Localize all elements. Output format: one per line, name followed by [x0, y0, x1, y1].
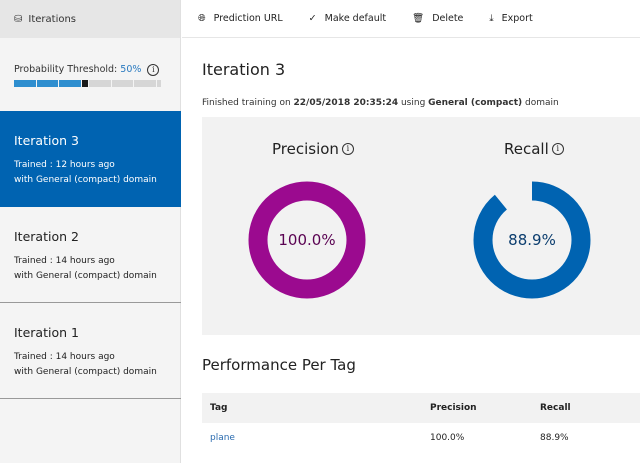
- iterations-label: Iterations: [28, 13, 77, 25]
- cell-precision: 100.0%: [430, 433, 465, 443]
- download-icon: ⤓: [489, 13, 494, 24]
- fin-prefix: Finished training on: [202, 98, 294, 108]
- fin-mid: using: [398, 98, 429, 108]
- fin-suffix: domain: [522, 98, 559, 108]
- iteration-item-1[interactable]: Iteration 1 Trained : 14 hours ago with …: [0, 303, 181, 399]
- precision-heading: Precision i: [272, 140, 354, 158]
- make-default-label: Make default: [324, 13, 387, 24]
- recall-heading: Recall i: [504, 140, 564, 158]
- toolbar: 🌐︎ Prediction URL ✓ Make default 🗑︎ Delete …: [182, 0, 640, 38]
- fin-date: 22/05/2018 20:35:24: [293, 98, 399, 108]
- iteration-domain: with General (compact) domain: [14, 175, 157, 185]
- export-label: Export: [501, 13, 533, 24]
- iterations-header[interactable]: ⛁ Iterations: [0, 0, 180, 38]
- tag-link[interactable]: plane: [210, 433, 235, 443]
- table-header: Tag Precision Recall: [202, 393, 640, 423]
- table-row: plane 100.0% 88.9%: [202, 423, 640, 453]
- iteration-domain: with General (compact) domain: [14, 367, 157, 377]
- delete-label: Delete: [432, 13, 464, 24]
- metrics-card: Precision i 100.0% Recall i 88.9%: [202, 117, 640, 335]
- cell-recall: 88.9%: [540, 433, 569, 443]
- recall-label: Recall: [504, 140, 549, 158]
- recall-arc: [473, 181, 591, 299]
- col-tag: Tag: [202, 393, 422, 423]
- precision-donut: 100.0%: [248, 181, 366, 299]
- threshold-label: Probability Threshold:: [14, 64, 118, 75]
- probability-threshold: Probability Threshold: 50% i: [14, 64, 160, 76]
- precision-arc: [248, 181, 366, 299]
- iterations-icon: ⛁: [14, 13, 23, 25]
- iteration-item-2[interactable]: Iteration 2 Trained : 14 hours ago with …: [0, 207, 181, 303]
- sidebar: ⛁ Iterations Probability Threshold: 50% …: [0, 0, 181, 463]
- page-title: Iteration 3: [202, 60, 286, 79]
- prediction-url-label: Prediction URL: [213, 13, 283, 24]
- iteration-title: Iteration 3: [14, 133, 79, 148]
- threshold-value: 50%: [120, 64, 142, 75]
- performance-table: Tag Precision Recall plane 100.0% 88.9%: [202, 393, 640, 453]
- info-icon[interactable]: i: [147, 64, 160, 76]
- performance-per-tag-heading: Performance Per Tag: [202, 356, 356, 374]
- trash-icon: 🗑︎: [412, 13, 425, 24]
- col-precision: Precision: [422, 393, 532, 423]
- precision-value: 100.0%: [278, 231, 335, 249]
- info-icon[interactable]: i: [341, 143, 354, 155]
- iteration-trained: Trained : 14 hours ago: [14, 352, 115, 362]
- iteration-domain: with General (compact) domain: [14, 271, 157, 281]
- globe-icon: 🌐︎: [198, 13, 206, 24]
- precision-label: Precision: [272, 140, 339, 158]
- training-info: Finished training on 22/05/2018 20:35:24…: [202, 98, 559, 108]
- check-icon: ✓: [308, 13, 317, 24]
- recall-donut: 88.9%: [473, 181, 591, 299]
- col-recall: Recall: [532, 393, 640, 423]
- iteration-title: Iteration 1: [14, 325, 79, 340]
- threshold-slider[interactable]: [14, 80, 162, 87]
- info-icon[interactable]: i: [551, 143, 564, 155]
- iteration-trained: Trained : 12 hours ago: [14, 160, 115, 170]
- fin-domain: General (compact): [428, 98, 523, 108]
- prediction-url-button[interactable]: 🌐︎ Prediction URL: [198, 13, 283, 24]
- recall-value: 88.9%: [508, 231, 556, 249]
- make-default-button[interactable]: ✓ Make default: [309, 13, 386, 24]
- export-button[interactable]: ⤓ Export: [489, 13, 532, 24]
- iteration-title: Iteration 2: [14, 229, 79, 244]
- iteration-trained: Trained : 14 hours ago: [14, 256, 115, 266]
- slider-thumb[interactable]: [82, 80, 89, 87]
- iteration-item-3[interactable]: Iteration 3 Trained : 12 hours ago with …: [0, 111, 181, 207]
- delete-button[interactable]: 🗑︎ Delete: [412, 13, 463, 24]
